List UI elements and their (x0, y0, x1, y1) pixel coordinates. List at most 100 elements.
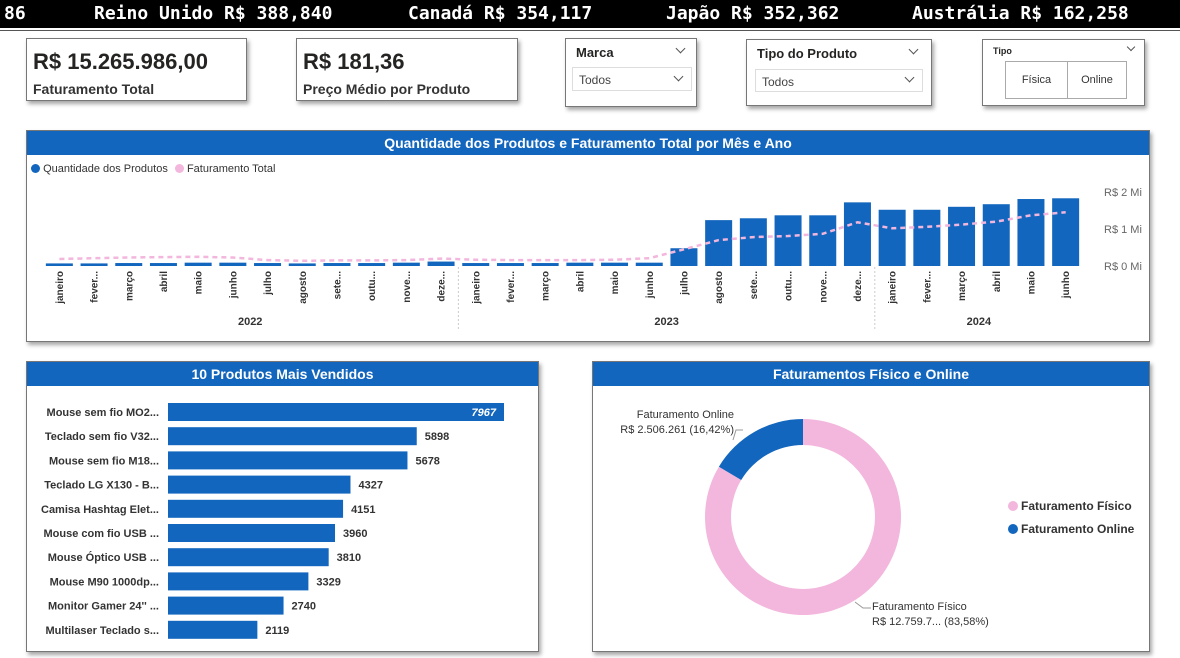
monthly-bar (774, 215, 802, 266)
monthly-bar (80, 263, 108, 266)
kpi-avg-price-label: Preço Médio por Produto (303, 81, 471, 97)
legend-marker-faturamento (174, 164, 184, 173)
monthly-chart: R$ 2 Mi R$ 1 Mi R$ 0 Mi janeiro fever... març… (45, 187, 1142, 331)
product-bar (168, 475, 351, 494)
product-value-label: 7967 (472, 407, 497, 419)
month-label: fever... (922, 271, 933, 303)
y-tick-label: R$ 2 Mi (1104, 187, 1142, 199)
chevron-down-icon (673, 71, 684, 82)
top-products-chart: Mouse sem fio MO2... 7967 Teclado sem fio … (41, 403, 504, 639)
legend-label-online: Faturamento Online (1021, 522, 1135, 536)
product-label: Monitor Gamer 24'' ... (48, 601, 159, 613)
y-tick-label: R$ 1 Mi (1104, 224, 1142, 236)
month-label: deze... (437, 271, 448, 302)
kpi-card-avg-price: R$ 181,36 Preço Médio por Produto (296, 38, 518, 101)
monthly-chart-legend: Quantidade dos Produtos Faturamento Tota… (31, 163, 275, 175)
product-bar (168, 499, 344, 518)
monthly-bar (496, 263, 524, 266)
month-label: maio (1026, 271, 1037, 294)
month-label: junho (1061, 271, 1072, 299)
monthly-chart-panel: Quantidade dos Produtos e Faturamento To… (26, 130, 1150, 342)
month-label: nove... (402, 271, 413, 303)
monthly-bar (843, 202, 871, 266)
fisico-data-label-name: Faturamento Físico (872, 601, 967, 613)
product-value-label: 5898 (425, 431, 449, 443)
monthly-bar (531, 263, 559, 266)
month-label: sete... (749, 271, 760, 300)
donut-panel: Faturamentos Físico e Online Faturamento… (592, 361, 1150, 652)
monthly-bar (739, 218, 767, 266)
ticker-item: 86 (4, 3, 26, 24)
marca-dropdown[interactable]: Todos (572, 67, 692, 91)
top-products-title: 10 Produtos Mais Vendidos (27, 362, 538, 386)
chevron-down-icon[interactable] (1126, 42, 1136, 52)
year-label: 2023 (654, 316, 678, 328)
monthly-bar (601, 262, 629, 266)
product-bar (168, 620, 258, 639)
monthly-bar (1052, 198, 1080, 266)
legend-marker-online (1008, 524, 1018, 534)
year-label: 2024 (967, 316, 992, 328)
month-label: sete... (332, 271, 343, 300)
year-label: 2022 (238, 316, 262, 328)
online-data-label-name: Faturamento Online (637, 409, 734, 421)
kpi-revenue-value: R$ 15.265.986,00 (33, 49, 208, 74)
month-label: deze... (853, 271, 864, 302)
product-label: Teclado sem fio V32... (45, 431, 159, 443)
donut-chart: Faturamento Online R$ 2.506.261 (16,42%) F… (620, 409, 1135, 628)
tipo-tile-fisica[interactable]: Física (1005, 61, 1068, 99)
product-label: Multilaser Teclado s... (46, 625, 160, 637)
legend-marker-quantidade (31, 164, 40, 173)
online-data-label-value: R$ 2.506.261 (16,42%) (620, 424, 734, 436)
product-label: Mouse Óptico USB ... (48, 551, 159, 564)
slicer-marca: Marca Todos (565, 38, 697, 107)
legend-marker-fisico (1008, 501, 1018, 511)
slicer-tipo-title: Tipo (993, 46, 1012, 56)
fisico-leader-line (854, 601, 871, 609)
product-label: Teclado LG X130 - B... (44, 480, 159, 492)
product-bar (168, 548, 329, 567)
month-label: nove... (818, 271, 829, 303)
monthly-bar (462, 263, 490, 266)
monthly-bar (427, 261, 455, 266)
chevron-down-icon[interactable] (675, 43, 686, 54)
product-value-label: 3810 (337, 552, 361, 564)
monthly-bar (635, 262, 663, 266)
monthly-bar (392, 262, 420, 266)
product-label: Mouse com fio USB ... (43, 528, 159, 540)
header-divider (0, 30, 1180, 31)
product-label: Camisa Hashtag Elet... (41, 504, 159, 516)
monthly-bar (1017, 199, 1045, 266)
slicer-tipo: Tipo Física Online (982, 39, 1145, 106)
legend-label-fisico: Faturamento Físico (1021, 499, 1132, 513)
chevron-down-icon[interactable] (908, 44, 919, 55)
month-label: agosto (298, 271, 309, 304)
product-bar (168, 524, 336, 542)
monthly-bar (45, 263, 73, 266)
month-label: agosto (714, 271, 725, 304)
tipo-tile-online[interactable]: Online (1067, 61, 1127, 99)
slicer-marca-title: Marca (576, 45, 614, 60)
month-label: julho (263, 271, 274, 296)
product-label: Mouse sem fio MO2... (47, 407, 159, 419)
product-bar (168, 427, 417, 446)
product-value-label: 4327 (358, 480, 382, 492)
month-label: março (957, 271, 968, 301)
legend-label-quantidade: Quantidade dos Produtos (43, 163, 168, 175)
monthly-bar (254, 263, 282, 266)
tipo-produto-dropdown[interactable]: Todos (755, 69, 923, 92)
product-bar (168, 596, 284, 615)
monthly-chart-title: Quantidade dos Produtos e Faturamento To… (27, 131, 1149, 155)
monthly-bar (670, 248, 698, 266)
slicer-tipo-produto-title: Tipo do Produto (757, 46, 858, 61)
monthly-bar (288, 263, 316, 266)
month-label: abril (992, 271, 1003, 292)
ticker-bar: 86 Reino Unido R$ 388,840 Canadá R$ 354,… (0, 0, 1180, 28)
month-label: maio (610, 271, 621, 294)
legend-label-faturamento: Faturamento Total (186, 163, 276, 175)
product-value-label: 4151 (351, 504, 375, 516)
donut-slice-online (718, 419, 803, 481)
month-label: julho (679, 271, 690, 296)
month-label: março (541, 271, 552, 301)
online-leader-line (732, 429, 743, 441)
